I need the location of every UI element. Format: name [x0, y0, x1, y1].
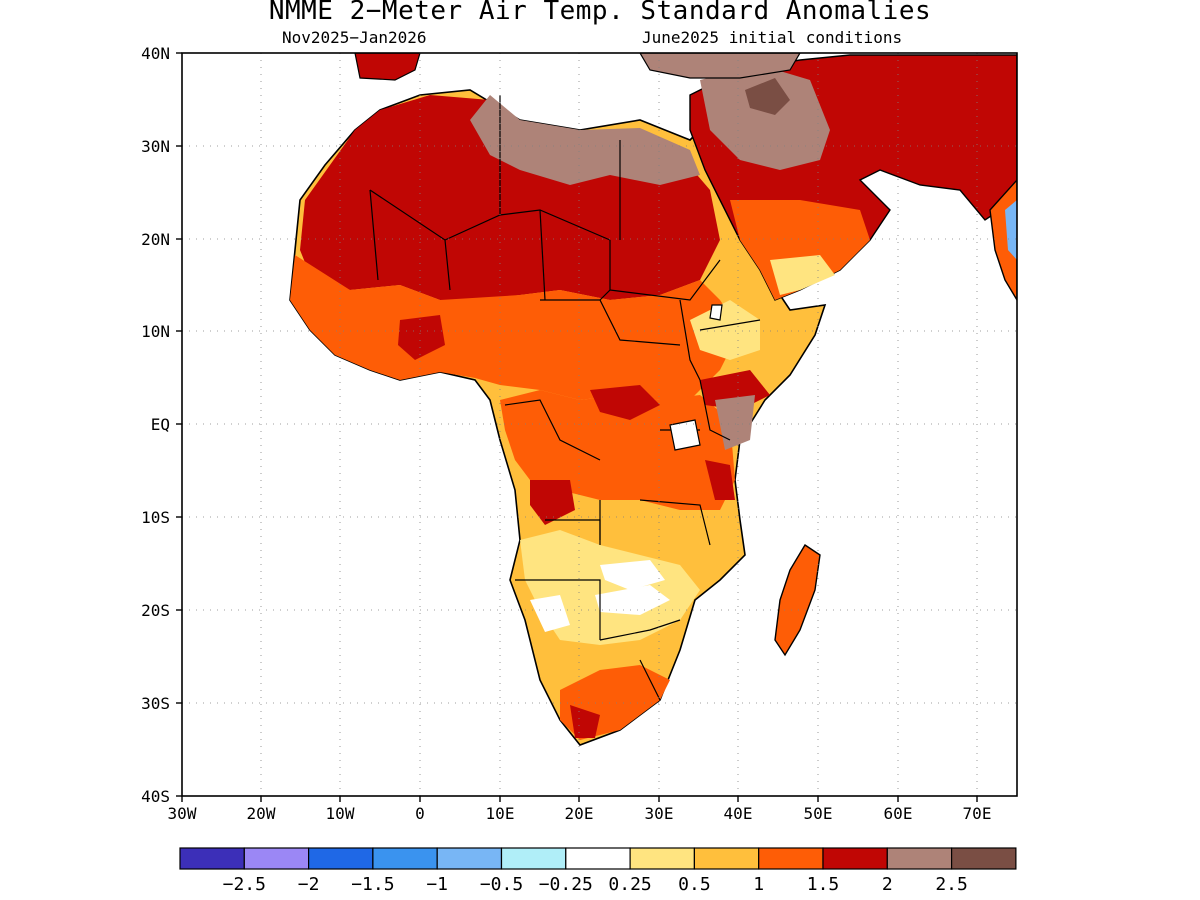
dark-red-spot-4: [705, 460, 735, 500]
brown-patch-levant: [700, 65, 830, 170]
colorbar-swatch: [693, 847, 760, 870]
colorbar-swatch: [950, 847, 1017, 870]
lon-label: 40E: [724, 804, 753, 823]
colorbar-swatch: [243, 847, 310, 870]
anomaly-field: [289, 53, 1017, 746]
lon-label: 10E: [486, 804, 515, 823]
lake-victoria: [669, 419, 701, 451]
lat-label: 10S: [141, 508, 170, 527]
colorbar-label: −1.5: [351, 874, 394, 895]
colorbar: [179, 847, 1017, 870]
dark-red-spot-1: [590, 385, 660, 420]
colorbar-swatch: [308, 847, 374, 870]
lon-label: 30W: [168, 804, 197, 823]
colorbar-swatch: [629, 847, 695, 870]
colorbar-swatch: [372, 847, 438, 870]
madagascar: [774, 544, 821, 657]
lat-labels: 40N 30N 20N 10N EQ 10S 20S 30S 40S: [141, 44, 170, 806]
lat-label: 20S: [141, 601, 170, 620]
colorbar-label: 0.5: [678, 874, 711, 895]
colorbar-label: −2: [298, 874, 320, 895]
south-dark-red: [570, 705, 600, 738]
lon-label: 20E: [565, 804, 594, 823]
colorbar-swatch: [500, 847, 567, 870]
colorbar-labels: −2.5 −2 −1.5 −1 −0.5 −0.25 0.25 0.5 1 1.5 2 2.5: [223, 874, 968, 895]
lon-label: 20W: [247, 804, 276, 823]
lon-label: 60E: [884, 804, 913, 823]
lat-label: 20N: [141, 230, 170, 249]
lon-label: 10W: [326, 804, 355, 823]
colorbar-swatch: [758, 847, 824, 870]
gridlines: [182, 53, 1017, 796]
lat-label: 40N: [141, 44, 170, 63]
arabia-orange: [730, 200, 870, 300]
colorbar-label: 2: [882, 874, 893, 895]
colorbar-swatch: [436, 847, 503, 870]
colorbar-label: 2.5: [935, 874, 968, 895]
turkey-strip: [639, 53, 801, 79]
europe-strip: [354, 53, 421, 81]
lon-label: 50E: [804, 804, 833, 823]
colorbar-label: 0.25: [608, 874, 651, 895]
lat-label: EQ: [151, 415, 170, 434]
south-white-1: [600, 560, 665, 590]
colorbar-swatch: [565, 847, 631, 870]
colorbar-swatch: [886, 847, 953, 870]
india-blue: [1005, 200, 1017, 260]
lat-label: 30S: [141, 694, 170, 713]
colorbar-swatch: [179, 847, 245, 870]
colorbar-label: −0.5: [480, 874, 523, 895]
south-white-3: [530, 595, 570, 632]
map-title: NMME 2−Meter Air Temp. Standard Anomalie…: [268, 0, 932, 26]
forecast-period: Nov2025−Jan2026: [282, 28, 427, 47]
initial-conditions: June2025 initial conditions: [642, 28, 903, 47]
colorbar-label: −0.25: [539, 874, 593, 895]
tick-marks: [176, 52, 978, 802]
lon-labels: 30W 20W 10W 0 10E 20E 30E 40E 50E 60E 70…: [168, 804, 992, 823]
lon-label: 30E: [645, 804, 674, 823]
lat-label: 30N: [141, 137, 170, 156]
colorbar-label: −1: [426, 874, 448, 895]
lon-label: 0: [415, 804, 425, 823]
lat-label: 40S: [141, 787, 170, 806]
lat-label: 10N: [141, 322, 170, 341]
lake-volta: [709, 304, 723, 321]
colorbar-label: 1: [753, 874, 764, 895]
ethiopia-yellow: [690, 300, 760, 360]
dark-brown-patch: [745, 78, 790, 115]
dark-red-spot-3: [530, 480, 575, 525]
south-white-2: [595, 585, 670, 615]
colorbar-swatch: [822, 847, 888, 870]
brown-spot-east: [715, 395, 755, 450]
colorbar-label: 1.5: [807, 874, 840, 895]
sahel-orange: [290, 255, 740, 400]
dark-red-spot-west: [398, 315, 445, 360]
colorbar-label: −2.5: [223, 874, 266, 895]
arabia-yellow: [770, 255, 835, 295]
brown-patch-libya: [470, 95, 700, 185]
lon-label: 70E: [963, 804, 992, 823]
